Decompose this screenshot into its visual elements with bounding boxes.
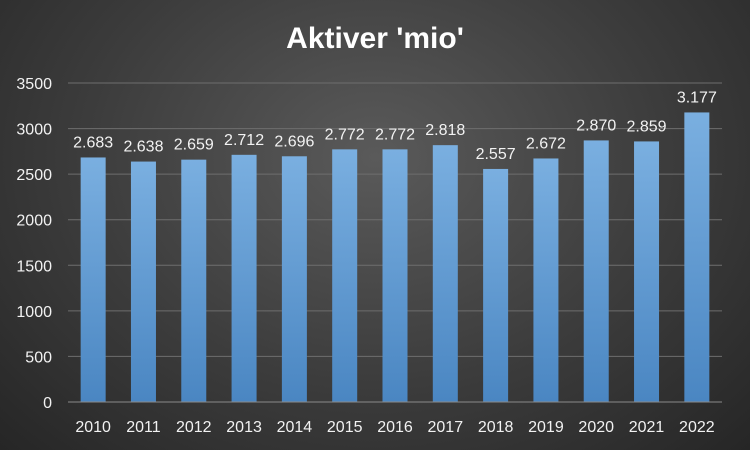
data-label-2020: 2.870 — [576, 117, 616, 134]
y-tick-label: 3000 — [16, 122, 52, 139]
x-tick-label-2015: 2015 — [327, 419, 363, 436]
x-tick-label-2017: 2017 — [428, 419, 464, 436]
y-tick-label: 3500 — [16, 76, 52, 93]
data-label-2012: 2.659 — [174, 137, 214, 154]
x-tick-label-2019: 2019 — [528, 419, 564, 436]
x-tick-label-2016: 2016 — [377, 419, 413, 436]
y-tick-label: 1000 — [16, 304, 52, 321]
data-label-2018: 2.557 — [476, 146, 516, 163]
bar-2013 — [231, 154, 257, 402]
data-label-2017: 2.818 — [425, 122, 465, 139]
bar-2021 — [634, 141, 660, 402]
bar-2016 — [382, 149, 408, 402]
bar-2015 — [332, 149, 358, 402]
bar-2012 — [181, 159, 207, 402]
x-tick-label-2011: 2011 — [126, 419, 161, 436]
y-tick-label: 500 — [25, 349, 52, 366]
data-label-2015: 2.772 — [325, 126, 365, 143]
bar-2011 — [130, 161, 156, 402]
data-label-2013: 2.712 — [224, 132, 264, 149]
bars — [80, 112, 710, 403]
y-tick-label: 1500 — [16, 258, 52, 275]
bar-2020 — [583, 140, 609, 403]
data-label-2022: 3.177 — [677, 89, 717, 106]
data-label-2021: 2.859 — [627, 118, 667, 135]
y-tick-label: 2000 — [16, 213, 52, 230]
y-tick-label: 0 — [43, 395, 52, 412]
x-tick-label-2013: 2013 — [226, 419, 262, 436]
bar-2022 — [684, 112, 710, 402]
x-tick-label-2022: 2022 — [679, 419, 715, 436]
x-tick-label-2021: 2021 — [629, 419, 665, 436]
data-label-2014: 2.696 — [274, 133, 314, 150]
bar-2018 — [483, 168, 509, 402]
bar-2017 — [432, 145, 458, 402]
y-tick-label: 2500 — [16, 167, 52, 184]
data-label-2019: 2.672 — [526, 135, 566, 152]
x-axis-ticks: 2010 2011 2012 2013 2014 2015 2016 2017 2018 2019… — [75, 419, 714, 436]
bar-2010 — [80, 157, 106, 402]
chart-title: Aktiver 'mio' — [286, 22, 464, 55]
y-axis-ticks: 0 500 1000 1500 2000 2500 3000 3500 — [16, 76, 52, 412]
data-labels: 2.683 2.638 2.659 2.712 2.696 2.772 2.772 2.818… — [73, 89, 717, 163]
x-tick-label-2018: 2018 — [478, 419, 514, 436]
x-tick-label-2020: 2020 — [578, 419, 614, 436]
bar-2014 — [281, 156, 307, 402]
data-label-2011: 2.638 — [123, 139, 163, 156]
bar-2019 — [533, 158, 559, 402]
x-tick-label-2012: 2012 — [176, 419, 212, 436]
x-tick-label-2010: 2010 — [75, 419, 111, 436]
data-label-2016: 2.772 — [375, 126, 415, 143]
data-label-2010: 2.683 — [73, 134, 113, 151]
x-tick-label-2014: 2014 — [277, 419, 313, 436]
